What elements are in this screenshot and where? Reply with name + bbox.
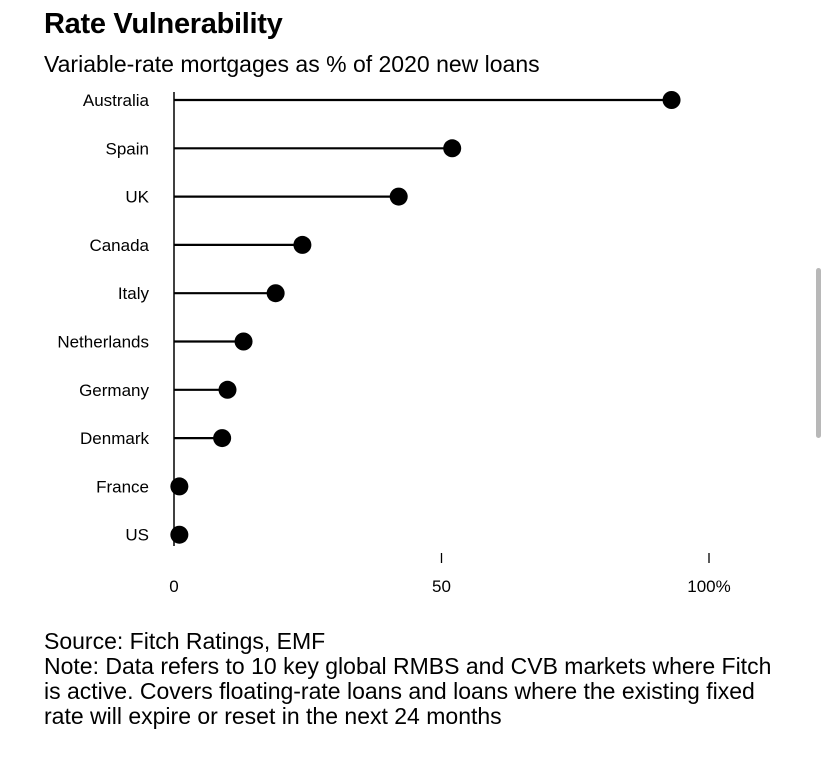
x-tick-label: 50 [432, 577, 451, 596]
lollipop-chart: 0 50 100% Australia Spain UK Canada Italy Nether… [57, 91, 731, 596]
category-label: Germany [79, 381, 149, 400]
lollipop-dot [213, 429, 232, 448]
lollipop-dot [443, 139, 462, 158]
x-tick-label: 100% [687, 577, 730, 596]
category-label: Netherlands [57, 333, 149, 352]
category-label: UK [125, 188, 149, 207]
source-note: Source: Fitch Ratings, EMF [44, 628, 326, 654]
x-tick-label: 0 [169, 577, 178, 596]
category-label: US [125, 526, 149, 545]
category-label: Canada [89, 236, 149, 255]
lollipop-dot [170, 525, 189, 544]
chart-title: Rate Vulnerability [44, 8, 283, 40]
lollipop-dot [662, 91, 681, 109]
chart-footer: Source: Fitch Ratings, EMF Note: Data re… [44, 629, 784, 729]
lollipop-dot [234, 332, 253, 351]
lollipop-dot [389, 187, 408, 206]
lollipop-dot [218, 380, 237, 399]
chart-subtitle: Variable-rate mortgages as % of 2020 new… [44, 51, 540, 77]
category-label: Spain [106, 139, 149, 158]
category-label: Denmark [80, 429, 149, 448]
lollipop-dot [293, 235, 312, 254]
lollipop-dot [266, 284, 285, 303]
vertical-scrollbar[interactable] [816, 268, 821, 438]
lollipop-dot [170, 477, 189, 496]
category-label: Italy [118, 284, 150, 303]
data-note: Note: Data refers to 10 key global RMBS … [44, 653, 772, 729]
category-label: Australia [83, 91, 150, 110]
category-label: France [96, 477, 149, 496]
